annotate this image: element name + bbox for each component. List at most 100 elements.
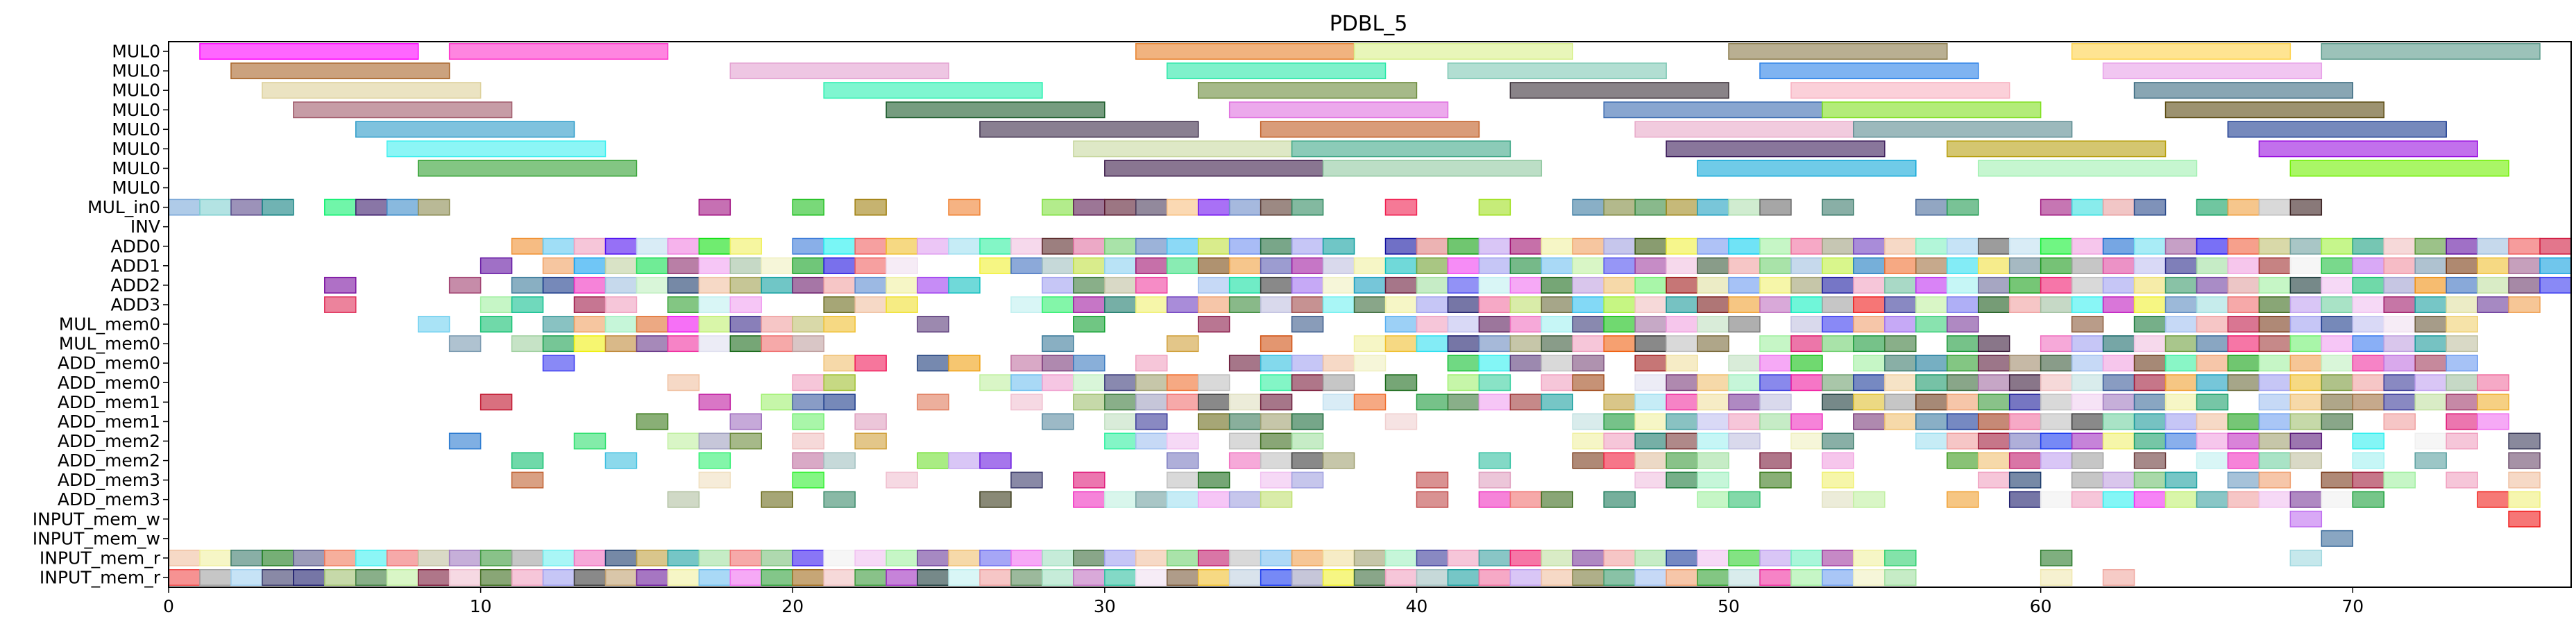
task-bar (854, 432, 887, 450)
task-bar (854, 276, 887, 294)
task-bar (698, 394, 731, 411)
task-bar (1853, 276, 1886, 294)
task-bar (2133, 82, 2354, 99)
task-bar (1135, 549, 1168, 566)
y-tick-label: INPUT_mem_w (33, 509, 160, 529)
task-bar (417, 549, 450, 566)
task-bar (2071, 296, 2104, 313)
task-bar (636, 276, 669, 294)
task-bar (1167, 335, 1199, 353)
task-bar (1790, 432, 1823, 450)
task-bar (698, 237, 731, 255)
task-bar (1977, 237, 2010, 255)
task-bar (604, 335, 638, 353)
task-bar (2477, 257, 2509, 274)
task-bar (168, 549, 201, 566)
task-bar (542, 355, 575, 372)
task-bar (1010, 257, 1043, 274)
task-bar (2321, 276, 2354, 294)
task-bar (1759, 471, 1792, 489)
task-bar (2008, 471, 2042, 489)
task-bar (1228, 199, 1262, 216)
task-bar (1634, 257, 1667, 274)
task-bar (1291, 374, 1324, 391)
task-bar (2008, 491, 2042, 508)
task-bar (2133, 471, 2167, 489)
task-bar (2258, 374, 2291, 391)
task-bar (2227, 413, 2260, 430)
task-bar (854, 355, 887, 372)
task-bar (1509, 394, 1543, 411)
task-bar (1073, 296, 1105, 313)
y-tick-label: MUL0 (112, 158, 160, 178)
task-bar (2196, 452, 2229, 469)
task-bar (1759, 355, 1792, 372)
task-bar (667, 491, 700, 508)
task-bar (1260, 121, 1480, 138)
task-bar (1853, 335, 1886, 353)
task-bar (1634, 549, 1667, 566)
task-bar (1042, 374, 1074, 391)
task-bar (1416, 237, 1449, 255)
task-bar (2258, 355, 2291, 372)
task-bar (2508, 471, 2541, 489)
task-bar (448, 432, 482, 450)
task-bar (1977, 374, 2010, 391)
task-bar (917, 568, 949, 586)
task-bar (729, 335, 763, 353)
task-bar (1666, 335, 1698, 353)
task-bar (1728, 237, 1761, 255)
task-bar (2196, 276, 2229, 294)
task-bar (168, 568, 201, 586)
task-bar (2102, 394, 2135, 411)
task-bar (1697, 199, 1729, 216)
y-tick-label: INV (130, 217, 160, 237)
task-bar (1042, 296, 1074, 313)
task-bar (2446, 471, 2478, 489)
task-bar (2352, 394, 2384, 411)
task-bar (1353, 276, 1387, 294)
task-bar (1509, 355, 1543, 372)
y-tick-label: ADD_mem0 (58, 353, 160, 373)
task-bar (729, 276, 763, 294)
task-bar (2383, 413, 2416, 430)
task-bar (1822, 432, 1854, 450)
task-bar (1915, 237, 1948, 255)
task-bar (1010, 237, 1043, 255)
task-bar (324, 296, 357, 313)
task-bar (1104, 394, 1137, 411)
task-bar (1010, 374, 1043, 391)
task-bar (2414, 335, 2447, 353)
task-bar (1666, 471, 1698, 489)
task-bar (355, 568, 388, 586)
task-bar (2071, 276, 2104, 294)
task-bar (1728, 316, 1761, 333)
task-bar (1228, 432, 1262, 450)
task-bar (2258, 471, 2291, 489)
task-bar (1447, 549, 1480, 566)
task-bar (2352, 491, 2384, 508)
task-bar (293, 549, 325, 566)
task-bar (199, 43, 419, 60)
task-bar (2321, 471, 2354, 489)
task-bar (2164, 491, 2198, 508)
task-bar (2352, 257, 2384, 274)
task-bar (2071, 432, 2104, 450)
task-bar (1010, 394, 1043, 411)
y-tick-label: ADD_mem3 (58, 489, 160, 509)
task-bar (2071, 335, 2104, 353)
task-bar (1728, 276, 1761, 294)
task-bar (1853, 296, 1886, 313)
task-bar (1042, 355, 1074, 372)
task-bar (2102, 374, 2135, 391)
task-bar (1790, 374, 1823, 391)
task-bar (1073, 471, 1105, 489)
task-bar (2383, 316, 2416, 333)
task-bar (2196, 432, 2229, 450)
task-bar (1853, 394, 1886, 411)
task-bar (1572, 199, 1604, 216)
task-bar (511, 452, 544, 469)
task-bar (1104, 276, 1137, 294)
task-bar (1915, 374, 1948, 391)
task-bar (2133, 199, 2167, 216)
